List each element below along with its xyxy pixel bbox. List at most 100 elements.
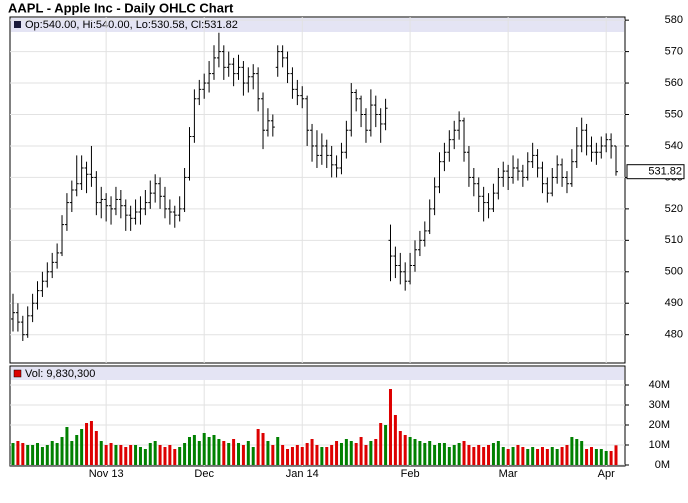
volume-bar bbox=[379, 423, 383, 465]
last-price-label: 531.82 bbox=[648, 166, 682, 178]
volume-bar bbox=[369, 441, 373, 465]
volume-bar bbox=[55, 443, 59, 465]
volume-bar bbox=[178, 447, 182, 465]
volume-bar bbox=[325, 447, 329, 465]
y-tick-label: 540 bbox=[665, 140, 683, 152]
volume-bar bbox=[65, 427, 69, 465]
volume-bar bbox=[545, 449, 549, 465]
volume-bar bbox=[384, 425, 388, 465]
volume-bar bbox=[232, 439, 236, 465]
volume-bar bbox=[305, 443, 309, 465]
volume-tick-label: 40M bbox=[649, 379, 670, 391]
volume-bar bbox=[158, 445, 162, 465]
volume-bar bbox=[433, 445, 437, 465]
volume-bar bbox=[423, 443, 427, 465]
volume-bar bbox=[222, 441, 226, 465]
volume-bar bbox=[418, 441, 422, 465]
volume-bar bbox=[256, 429, 260, 465]
volume-bar bbox=[491, 443, 495, 465]
volume-bar bbox=[310, 439, 314, 465]
x-tick-label: Mar bbox=[499, 468, 518, 480]
volume-bar bbox=[11, 443, 15, 465]
volume-bar bbox=[565, 445, 569, 465]
volume-bar bbox=[555, 449, 559, 465]
volume-bar bbox=[364, 445, 368, 465]
y-tick-label: 560 bbox=[665, 77, 683, 89]
volume-bar bbox=[129, 445, 133, 465]
volume-bar bbox=[80, 429, 84, 465]
y-tick-label: 570 bbox=[665, 46, 683, 58]
y-tick-label: 500 bbox=[665, 266, 683, 278]
volume-bar bbox=[335, 441, 339, 465]
price-panel bbox=[9, 16, 626, 364]
volume-bar bbox=[589, 447, 593, 465]
labels: 4804905005105205305405505605705800M10M20… bbox=[89, 14, 685, 480]
volume-bar bbox=[281, 445, 285, 465]
volume-bar bbox=[398, 431, 402, 465]
volume-bar bbox=[330, 445, 334, 465]
volume-bar bbox=[75, 435, 79, 465]
y-tick-label: 510 bbox=[665, 234, 683, 246]
volume-bar bbox=[550, 447, 554, 465]
volume-bar bbox=[227, 443, 231, 465]
volume-bar bbox=[320, 447, 324, 465]
volume-tick-label: 30M bbox=[649, 399, 670, 411]
y-tick-label: 550 bbox=[665, 108, 683, 120]
volume-bar bbox=[344, 439, 348, 465]
volume-tick-label: 0M bbox=[655, 459, 670, 471]
volume-bar bbox=[138, 447, 142, 465]
volume-bar bbox=[163, 447, 167, 465]
volume-bar bbox=[570, 437, 574, 465]
volume-bar bbox=[472, 447, 476, 465]
x-tick-label: Nov 13 bbox=[89, 468, 124, 480]
volume-legend-bar bbox=[11, 367, 624, 380]
volume-bar bbox=[207, 437, 211, 465]
volume-bar bbox=[246, 441, 250, 465]
x-tick-label: Jan 14 bbox=[286, 468, 319, 480]
x-tick-label: Dec bbox=[194, 468, 214, 480]
volume-bar bbox=[290, 447, 294, 465]
volume-bar bbox=[462, 441, 466, 465]
volume-bar bbox=[168, 445, 172, 465]
volume-bar bbox=[197, 441, 201, 465]
volume-bar bbox=[609, 451, 613, 465]
volume-bar bbox=[388, 389, 392, 465]
price-legend: Op:540.00, Hi:540.00, Lo:530.58, Cl:531.… bbox=[25, 19, 238, 31]
volume-bar bbox=[477, 445, 481, 465]
volume-bar bbox=[526, 449, 530, 465]
volume-bar bbox=[286, 449, 290, 465]
volume-bar bbox=[560, 447, 564, 465]
volume-tick-label: 10M bbox=[649, 439, 670, 451]
volume-bar bbox=[187, 437, 191, 465]
volume-bar bbox=[354, 443, 358, 465]
volume-bar bbox=[237, 443, 241, 465]
volume-bar bbox=[447, 447, 451, 465]
volume-bar bbox=[40, 447, 44, 465]
volume-bar bbox=[300, 447, 304, 465]
y-tick-label: 520 bbox=[665, 203, 683, 215]
volume-bar bbox=[457, 443, 461, 465]
volume-bar bbox=[349, 441, 353, 465]
volume-bar bbox=[452, 445, 456, 465]
volume-bar bbox=[26, 445, 30, 465]
volume-bar bbox=[276, 437, 280, 465]
volume-bar bbox=[21, 443, 25, 465]
price-legend-bar bbox=[11, 18, 624, 32]
chart-title: AAPL - Apple Inc - Daily OHLC Chart bbox=[8, 0, 234, 15]
y-tick-label: 580 bbox=[665, 14, 683, 26]
volume-bar bbox=[70, 441, 74, 465]
y-tick-label: 490 bbox=[665, 297, 683, 309]
volume-bar bbox=[192, 435, 196, 465]
volume-bar bbox=[109, 443, 113, 465]
x-tick-label: Apr bbox=[598, 468, 615, 480]
volume-bar bbox=[89, 421, 93, 465]
volume-bar bbox=[487, 445, 491, 465]
volume-bar bbox=[119, 445, 123, 465]
volume-bar bbox=[202, 433, 206, 465]
volume-bar bbox=[359, 437, 363, 465]
volume-bar bbox=[482, 447, 486, 465]
volume-bar bbox=[143, 449, 147, 465]
volume-bar bbox=[413, 439, 417, 465]
volume-bar bbox=[393, 415, 397, 465]
